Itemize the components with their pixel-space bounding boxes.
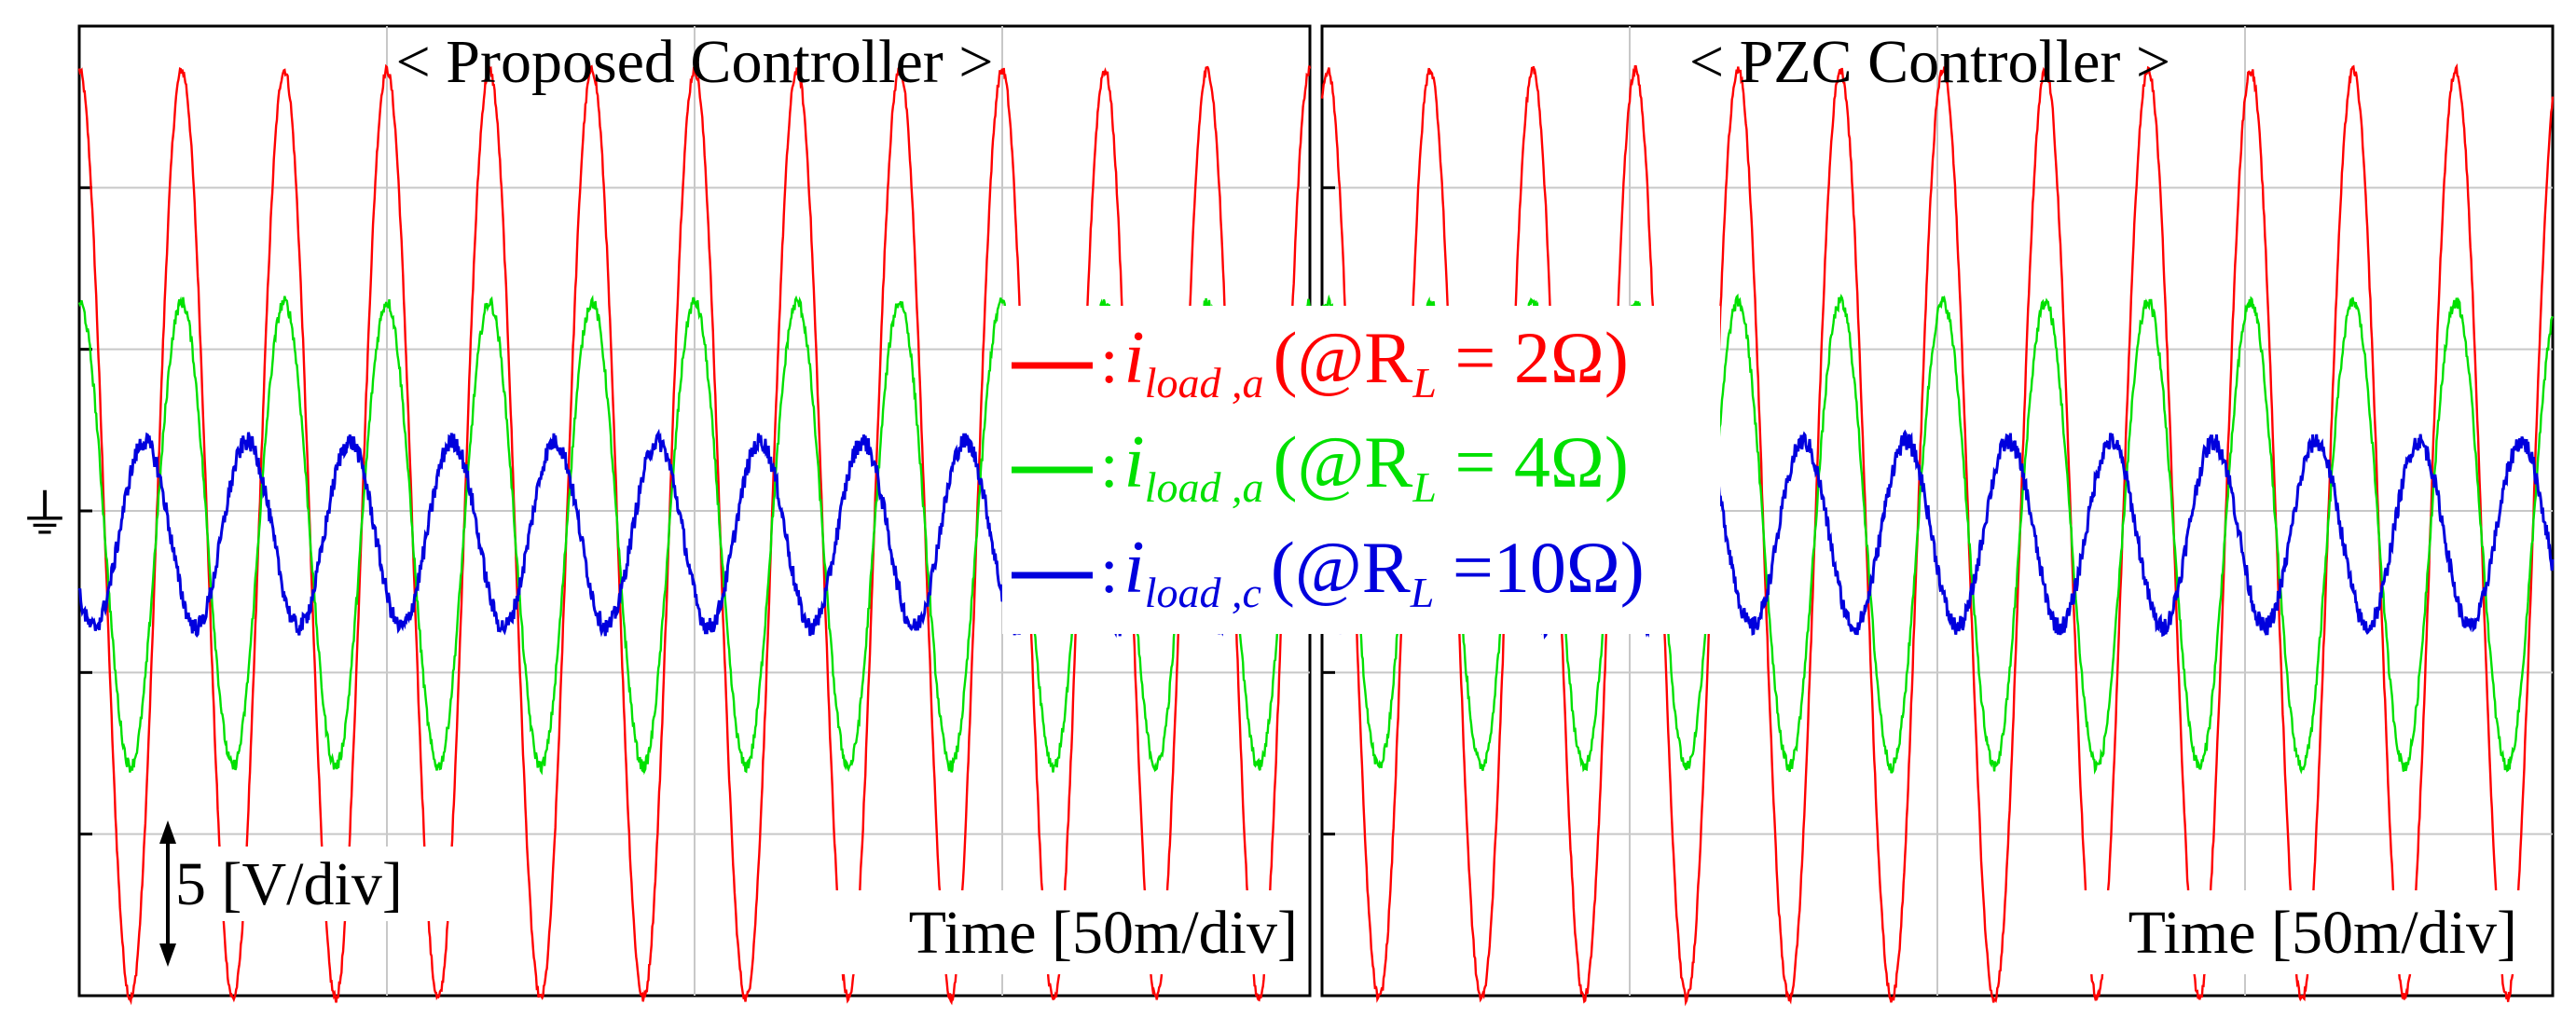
legend-colon: : [1100,535,1118,607]
legend-symbol: i [1123,527,1144,609]
time-label-background [2037,890,2548,974]
legend-symbol: i [1123,317,1144,399]
legend-subscript: load ,a [1145,463,1264,511]
trace-load-a-4ohm [77,295,1312,776]
legend-condition-subscript: L [1412,359,1437,406]
legend-condition: (@R [1273,317,1412,398]
legend-value: =10Ω) [1434,527,1644,608]
legend-label: :iload ,a (@RL = 4Ω) [1100,421,1629,511]
legend-value: = 4Ω) [1437,421,1629,503]
ground-reference-icon: ⏚ [18,485,72,545]
legend: :iload ,a (@RL = 2Ω):iload ,a (@RL = 4Ω):i… [1002,306,1720,634]
legend-colon: : [1100,325,1118,397]
legend-entry: :iload ,a (@RL = 4Ω) [1012,421,1629,511]
legend-condition: (@R [1273,421,1412,503]
legend-condition-subscript: L [1412,463,1437,511]
legend-value: = 2Ω) [1437,317,1629,398]
voltage-scale-label: 5 [V/div] [175,850,403,918]
legend-label: :iload ,a (@RL = 2Ω) [1100,317,1629,406]
legend-colon: : [1100,430,1118,502]
legend-entry: :iload ,c (@RL =10Ω) [1012,527,1645,616]
time-scale-label: Time [50m/div] [909,899,1298,967]
legend-background [1002,306,1720,634]
time-label-background [804,890,1305,974]
legend-symbol: i [1123,421,1144,503]
legend-subscript: load ,c [1145,569,1261,616]
time-scale-label: Time [50m/div] [2128,899,2517,967]
legend-condition-subscript: L [1410,569,1435,616]
voltage-scale-marker: 5 [V/div] [159,820,457,967]
scale-arrow-down [159,943,176,967]
trace-load-a-2ohm [1320,62,2555,1007]
chart-title: < Proposed Controller > [396,28,994,96]
trace-load-a-2ohm [77,62,1312,1006]
scale-arrow-up [159,820,176,844]
chart-title: < PZC Controller > [1689,28,2170,96]
legend-subscript: load ,a [1145,359,1264,406]
legend-label: :iload ,c (@RL =10Ω) [1100,527,1645,616]
scale-label-background [173,847,457,921]
legend-condition: (@R [1271,527,1411,608]
legend-entry: :iload ,a (@RL = 2Ω) [1012,317,1629,406]
